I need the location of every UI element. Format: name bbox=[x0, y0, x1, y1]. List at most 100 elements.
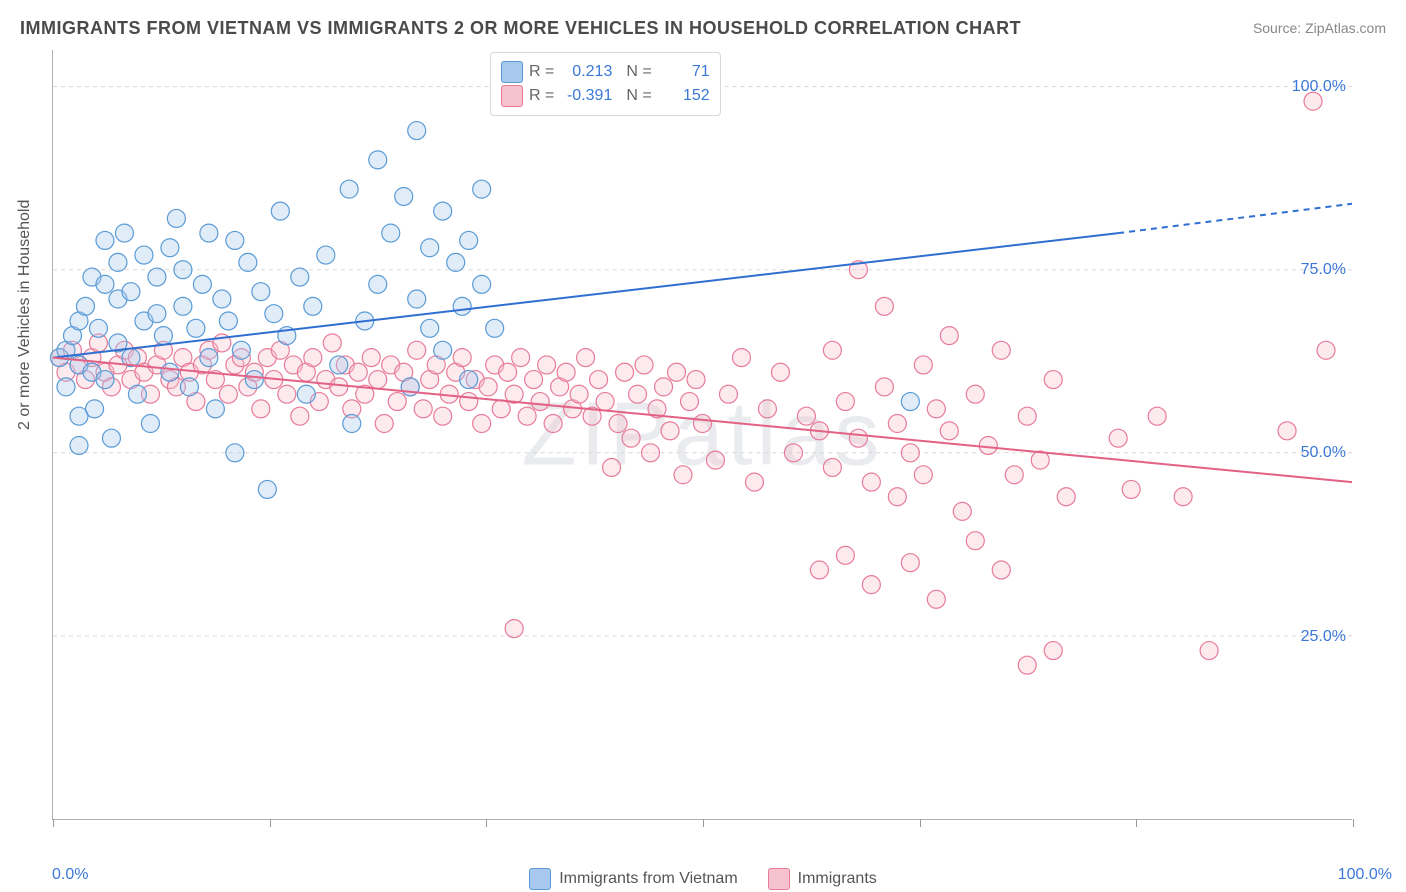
data-point bbox=[1018, 407, 1036, 425]
data-point bbox=[258, 480, 276, 498]
data-point bbox=[135, 246, 153, 264]
data-point bbox=[823, 341, 841, 359]
data-point bbox=[362, 349, 380, 367]
y-tick-label: 25.0% bbox=[1301, 628, 1346, 646]
data-point bbox=[655, 378, 673, 396]
data-point bbox=[473, 415, 491, 433]
data-point bbox=[421, 319, 439, 337]
data-point bbox=[1057, 488, 1075, 506]
series-legend: Immigrants from Vietnam Immigrants bbox=[0, 868, 1406, 890]
data-point bbox=[375, 415, 393, 433]
data-point bbox=[836, 546, 854, 564]
plot-area: ZIPatlas 25.0%50.0%75.0%100.0% bbox=[52, 50, 1352, 820]
data-point bbox=[914, 356, 932, 374]
data-point bbox=[1031, 451, 1049, 469]
data-point bbox=[148, 268, 166, 286]
legend-item-immigrants: Immigrants bbox=[768, 868, 877, 890]
data-point bbox=[862, 576, 880, 594]
data-point bbox=[862, 473, 880, 491]
legend-r-value-immigrants: -0.391 bbox=[560, 87, 612, 105]
data-point bbox=[940, 422, 958, 440]
data-point bbox=[206, 400, 224, 418]
data-point bbox=[473, 180, 491, 198]
data-point bbox=[505, 620, 523, 638]
data-point bbox=[382, 224, 400, 242]
data-point bbox=[512, 349, 530, 367]
data-point bbox=[414, 400, 432, 418]
data-point bbox=[239, 253, 257, 271]
data-point bbox=[979, 436, 997, 454]
data-point bbox=[174, 297, 192, 315]
data-point bbox=[570, 385, 588, 403]
data-point bbox=[297, 385, 315, 403]
x-tick bbox=[920, 819, 921, 827]
data-point bbox=[538, 356, 556, 374]
data-point bbox=[200, 224, 218, 242]
data-point bbox=[304, 297, 322, 315]
data-point bbox=[888, 488, 906, 506]
trend-line-extrapolated bbox=[1118, 204, 1352, 233]
data-point bbox=[518, 407, 536, 425]
source-attribution: Source: ZipAtlas.com bbox=[1253, 20, 1386, 36]
data-point bbox=[323, 334, 341, 352]
data-point bbox=[96, 275, 114, 293]
data-point bbox=[875, 378, 893, 396]
legend-row-immigrants: R = -0.391 N = 152 bbox=[501, 85, 710, 107]
data-point bbox=[226, 444, 244, 462]
data-point bbox=[1200, 642, 1218, 660]
legend-n-label: N = bbox=[626, 63, 651, 81]
data-point bbox=[642, 444, 660, 462]
data-point bbox=[96, 231, 114, 249]
data-point bbox=[291, 268, 309, 286]
x-tick bbox=[53, 819, 54, 827]
data-point bbox=[1018, 656, 1036, 674]
data-point bbox=[836, 393, 854, 411]
data-point bbox=[901, 444, 919, 462]
data-point bbox=[940, 327, 958, 345]
x-tick bbox=[703, 819, 704, 827]
legend-row-vietnam: R = 0.213 N = 71 bbox=[501, 61, 710, 83]
data-point bbox=[115, 224, 133, 242]
y-tick-label: 100.0% bbox=[1292, 78, 1346, 96]
data-point bbox=[927, 590, 945, 608]
data-point bbox=[252, 400, 270, 418]
data-point bbox=[213, 290, 231, 308]
data-point bbox=[629, 385, 647, 403]
data-point bbox=[849, 429, 867, 447]
data-point bbox=[473, 275, 491, 293]
data-point bbox=[771, 363, 789, 381]
data-point bbox=[674, 466, 692, 484]
data-point bbox=[180, 378, 198, 396]
data-point bbox=[719, 385, 737, 403]
data-point bbox=[901, 554, 919, 572]
data-point bbox=[706, 451, 724, 469]
data-point bbox=[531, 393, 549, 411]
data-point bbox=[278, 385, 296, 403]
legend-item-vietnam: Immigrants from Vietnam bbox=[529, 868, 737, 890]
data-point bbox=[395, 187, 413, 205]
data-point bbox=[421, 239, 439, 257]
data-point bbox=[317, 246, 335, 264]
legend-r-value-vietnam: 0.213 bbox=[560, 63, 612, 81]
data-point bbox=[70, 436, 88, 454]
chart-title: IMMIGRANTS FROM VIETNAM VS IMMIGRANTS 2 … bbox=[20, 18, 1021, 39]
legend-n-label: N = bbox=[626, 87, 651, 105]
data-point bbox=[154, 327, 172, 345]
data-point bbox=[1044, 371, 1062, 389]
data-point bbox=[1174, 488, 1192, 506]
data-point bbox=[1122, 480, 1140, 498]
legend-n-value-immigrants: 152 bbox=[658, 87, 710, 105]
data-point bbox=[694, 415, 712, 433]
data-point bbox=[758, 400, 776, 418]
data-point bbox=[992, 561, 1010, 579]
data-point bbox=[86, 400, 104, 418]
data-point bbox=[161, 363, 179, 381]
data-point bbox=[499, 363, 517, 381]
legend-label: Immigrants bbox=[798, 870, 877, 888]
correlation-legend: R = 0.213 N = 71 R = -0.391 N = 152 bbox=[490, 52, 721, 116]
data-point bbox=[596, 393, 614, 411]
data-point bbox=[1278, 422, 1296, 440]
data-point bbox=[453, 297, 471, 315]
data-point bbox=[797, 407, 815, 425]
data-point bbox=[434, 341, 452, 359]
